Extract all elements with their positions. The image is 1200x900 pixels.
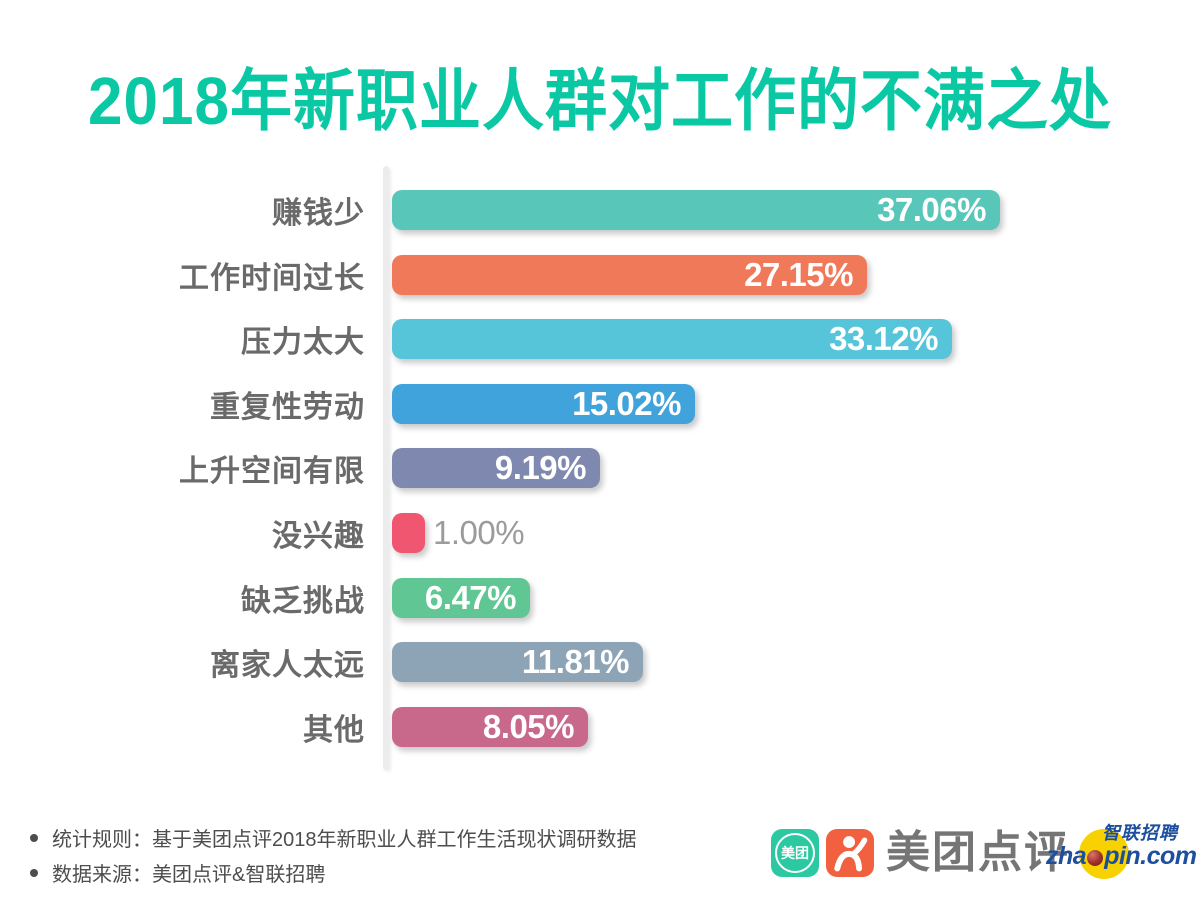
bar: 15.02% (392, 383, 695, 424)
value-label: 33.12% (829, 320, 938, 358)
footnote-line: 数据来源：美团点评&智联招聘 (30, 855, 637, 890)
footnotes: 统计规则：基于美团点评2018年新职业人群工作生活现状调研数据 数据来源：美团点… (30, 820, 637, 890)
bar: 27.15% (392, 254, 867, 295)
value-label: 15.02% (572, 384, 681, 422)
meituan-ring: 美团 (775, 833, 815, 873)
zhaopin-url-right: pin.com (1104, 842, 1197, 870)
footnote-text: 数据来源：美团点评&智联招聘 (52, 864, 326, 886)
bar-row: 离家人太远 11.81% (0, 642, 1200, 683)
bullet-icon (30, 868, 38, 877)
bar-track: 15.02% (392, 383, 695, 424)
bar-track: 11.81% (392, 642, 643, 683)
category-label: 缺乏挑战 (241, 584, 365, 618)
dianping-figure-icon (834, 836, 868, 872)
bar-row: 其他 8.05% (0, 706, 1200, 747)
bar-track: 33.12% (392, 319, 952, 360)
zhaopin-cn-text: 智联招聘 (1102, 823, 1178, 843)
zhaopin-url-text: zha pin.com (1046, 842, 1197, 871)
category-label: 工作时间过长 (179, 261, 365, 295)
dianping-logo-icon (826, 829, 874, 877)
bar-track: 37.06% (392, 190, 1000, 230)
value-label: 1.00% (433, 514, 525, 551)
bar-row: 工作时间过长 27.15% (0, 254, 1200, 295)
value-label: 9.19% (494, 449, 587, 487)
bar: 9.19% (392, 448, 600, 489)
bar-rows: 赚钱少 37.06% 工作时间过长 27.15% 压力太大 33.12% 重复性劳动 15.0… (0, 190, 1200, 770)
bar-row: 没兴趣 1.00% (0, 513, 1200, 553)
bar-row: 压力太大 33.12% (0, 319, 1200, 360)
value-label: 11.81% (521, 643, 630, 681)
zhaopin-url-left: zha (1046, 842, 1087, 870)
category-label: 重复性劳动 (210, 390, 365, 424)
bullet-icon (30, 833, 38, 842)
meituan-logo-text: 美团 (781, 845, 809, 861)
bar: 11.81% (392, 642, 643, 683)
category-label: 上升空间有限 (179, 455, 365, 489)
bar: 6.47% (392, 577, 530, 618)
meituan-logo-icon: 美团 (771, 829, 819, 877)
bar-row: 重复性劳动 15.02% (0, 383, 1200, 424)
bar-track: 1.00% (392, 513, 525, 553)
footnote-text: 统计规则：基于美团点评2018年新职业人群工作生活现状调研数据 (52, 829, 637, 851)
bar-track: 27.15% (392, 254, 867, 295)
bar-track: 6.47% (392, 577, 530, 618)
footnote-line: 统计规则：基于美团点评2018年新职业人群工作生活现状调研数据 (30, 820, 637, 855)
value-label: 6.47% (424, 578, 517, 616)
value-label: 27.15% (744, 255, 853, 293)
bar-track: 8.05% (392, 706, 588, 747)
category-label: 赚钱少 (272, 197, 365, 230)
bar-track: 9.19% (392, 448, 600, 489)
bar: 37.06% (392, 190, 1000, 230)
bar-row: 赚钱少 37.06% (0, 190, 1200, 230)
bar: 33.12% (392, 319, 952, 360)
category-label: 压力太大 (241, 326, 365, 360)
zhaopin-logo: 智联招聘 zha pin.com (1046, 818, 1200, 894)
zhaopin-ball-icon (1087, 849, 1104, 866)
category-label: 其他 (303, 713, 365, 747)
bar (392, 513, 425, 553)
value-label: 37.06% (877, 191, 986, 228)
category-label: 离家人太远 (210, 649, 365, 683)
bar-row: 上升空间有限 9.19% (0, 448, 1200, 489)
brand-name-text: 美团点评 (886, 828, 1070, 877)
page-title: 2018年新职业人群对工作的不满之处 (88, 64, 1112, 140)
value-label: 8.05% (482, 707, 575, 745)
y-axis-line (383, 166, 389, 770)
bar-row: 缺乏挑战 6.47% (0, 577, 1200, 618)
bar: 8.05% (392, 706, 588, 747)
category-label: 没兴趣 (272, 520, 365, 553)
